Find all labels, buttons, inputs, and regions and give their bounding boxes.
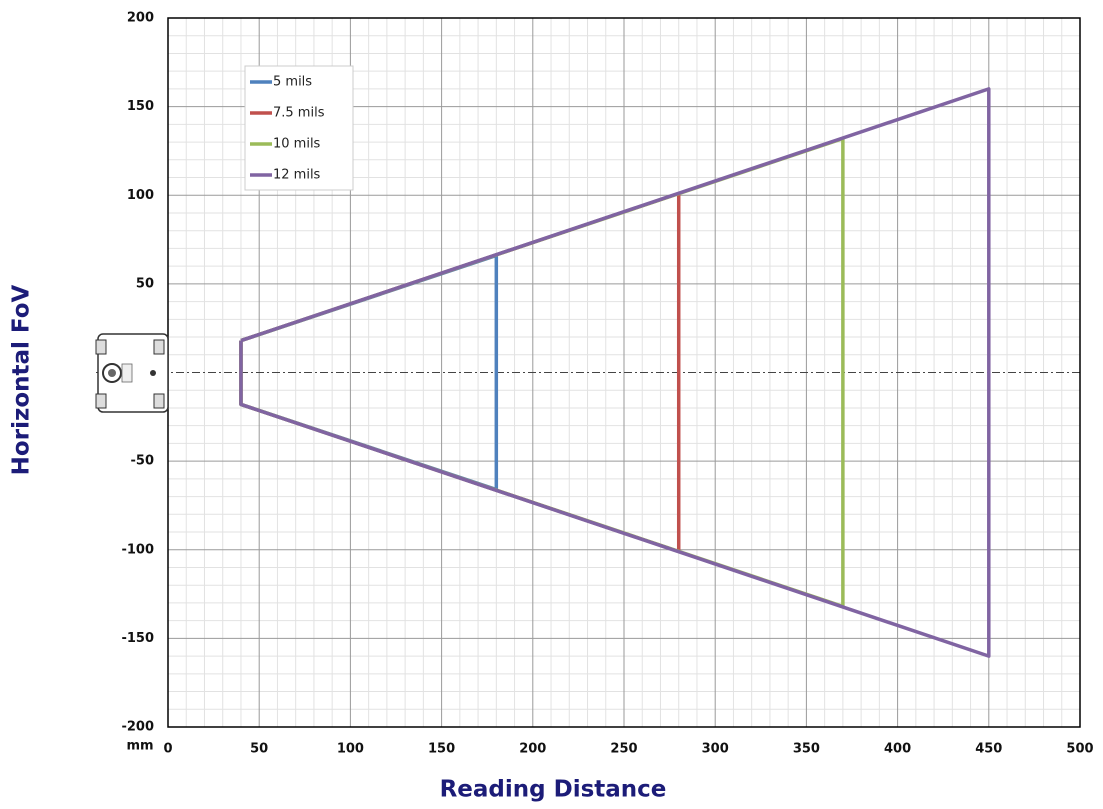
scanner-icon: [95, 333, 169, 413]
x-tick-label: 300: [702, 742, 729, 757]
x-tick-label: 250: [610, 742, 637, 757]
x-tick-label: 150: [428, 742, 455, 757]
x-axis-title: Reading Distance: [440, 777, 667, 803]
y-tick-label: -200: [121, 720, 154, 735]
x-tick-label: 200: [519, 742, 546, 757]
y-tick-label: 50: [136, 276, 154, 291]
legend-label: 7.5 mils: [273, 106, 325, 121]
unit-label: mm: [126, 739, 153, 754]
x-tick-label: 350: [793, 742, 820, 757]
x-tick-label: 400: [884, 742, 911, 757]
y-tick-label: 100: [127, 188, 154, 203]
y-tick-label: 200: [127, 11, 154, 26]
grid: [96, 17, 1081, 728]
x-tick-label: 0: [163, 742, 172, 757]
legend-box: [244, 65, 354, 191]
x-tick-label: 500: [1066, 742, 1093, 757]
legend-label: 10 mils: [273, 137, 321, 152]
y-tick-label: 150: [127, 99, 154, 114]
x-tick-label: 450: [975, 742, 1002, 757]
y-axis-title: Horizontal FoV: [9, 284, 35, 475]
y-tick-label: -150: [121, 631, 154, 646]
y-tick-label: -50: [131, 454, 155, 469]
legend-label: 12 mils: [273, 168, 321, 183]
x-tick-label: 50: [250, 742, 268, 757]
x-tick-label: 100: [337, 742, 364, 757]
y-tick-label: -100: [121, 542, 154, 557]
legend-label: 5 mils: [273, 75, 312, 90]
series-line: [239, 87, 991, 658]
legend: 5 mils 7.5 mils 10 mils 12 mils: [244, 65, 354, 191]
